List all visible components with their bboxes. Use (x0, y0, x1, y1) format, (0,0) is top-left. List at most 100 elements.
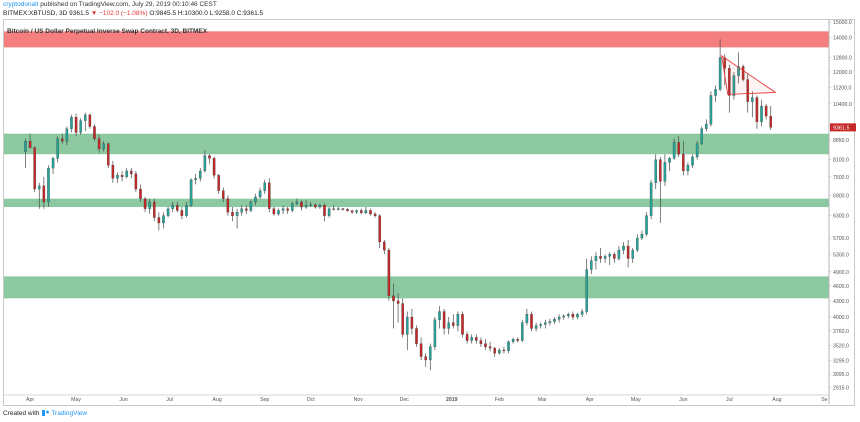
candle-down (130, 170, 133, 175)
candle-down (419, 343, 423, 357)
price-axis-label: 15000.0 (833, 20, 852, 26)
candle-up (295, 201, 299, 204)
candle-down (659, 159, 662, 182)
published-text: published on TradingView.com, July 29, 2… (40, 1, 217, 8)
candle-up (258, 190, 262, 198)
candle-down (217, 175, 220, 191)
candle-down (272, 208, 276, 215)
candle-down (373, 213, 377, 216)
candle-up (585, 269, 588, 312)
candle-down (139, 188, 142, 199)
price-axis-label: 3520.0 (833, 344, 849, 350)
price-axis-label: 7500.0 (833, 175, 849, 181)
candle-down (424, 356, 427, 361)
candle-up (309, 204, 312, 206)
candle-up (24, 141, 27, 152)
candle-up (51, 158, 55, 169)
candle-up (447, 322, 450, 329)
candle-up (79, 120, 82, 133)
candle-up (102, 143, 105, 150)
candle-up (304, 205, 308, 208)
candle-down (387, 249, 391, 296)
candle-up (617, 249, 621, 259)
time-axis-label: 2019 (446, 397, 458, 403)
candle-up (732, 75, 736, 96)
price-axis-label: 2915.0 (833, 386, 849, 392)
price-axis-label: 10400.0 (833, 102, 852, 108)
price-axis-label: 5700.0 (833, 236, 849, 242)
candle-up (125, 170, 128, 177)
candle-down (107, 143, 110, 166)
candle-down (728, 68, 731, 96)
support-zone (4, 198, 829, 208)
candle-up (291, 203, 294, 211)
candle-down (530, 314, 533, 329)
candle-down (350, 210, 354, 213)
tradingview-link[interactable]: TradingView (51, 410, 88, 417)
created-with-text: Created with (3, 410, 40, 417)
last-price-label: 9361.5 (833, 126, 850, 132)
candle-up (116, 175, 119, 179)
candle-up (576, 314, 579, 318)
candle-up (640, 234, 644, 239)
chart-title: Bitcoin / US Dollar Perpetual Inverse Sw… (7, 28, 208, 35)
time-axis-label: Se (821, 397, 827, 403)
candle-up (534, 325, 538, 329)
candle-up (695, 143, 699, 158)
candle-up (189, 179, 193, 206)
candle-up (240, 208, 243, 213)
candle-up (203, 155, 207, 172)
candle-down (479, 340, 483, 344)
candle-down (360, 210, 363, 214)
author-link[interactable]: cryptodonalt (3, 1, 39, 8)
candle-up (166, 208, 170, 216)
candle-up (498, 349, 501, 354)
candle-down (33, 147, 36, 190)
symbol-info: BITMEX:XBTUSD, 3D 9361.5 ▼ −102.0 (−1.08… (3, 10, 263, 18)
candle-up (709, 95, 713, 125)
candle-down (369, 210, 372, 215)
candle-up (760, 105, 763, 122)
price-axis-label: 4600.0 (833, 284, 849, 290)
candle-up (199, 170, 202, 179)
candle-up (751, 97, 754, 102)
candle-down (120, 175, 124, 177)
candle-down (746, 79, 749, 102)
candle-down (461, 314, 464, 335)
candle-down (323, 205, 326, 216)
candle-up (603, 256, 607, 259)
candle-up (277, 210, 280, 215)
time-axis-label: Aug (213, 397, 222, 403)
candle-up (406, 316, 409, 335)
candle-down (677, 142, 680, 155)
candle-up (162, 215, 165, 224)
support-zone (4, 133, 829, 155)
candle-down (212, 158, 216, 176)
candle-up (567, 314, 570, 317)
time-axis-label: Dec (400, 397, 410, 403)
candle-up (590, 260, 593, 270)
down-arrow-icon: ▼ (90, 10, 98, 17)
triangle-pattern (721, 54, 777, 95)
candle-up (281, 208, 285, 211)
candle-up (562, 315, 565, 318)
candle-up (539, 324, 542, 326)
candle-down (475, 337, 478, 341)
price-axis-label: 3295.0 (833, 358, 849, 364)
candle-down (769, 115, 772, 128)
candle-up (65, 128, 69, 142)
candle-up (249, 201, 253, 211)
candle-down (755, 97, 759, 122)
candle-up (580, 311, 584, 315)
candle-up (456, 314, 460, 326)
time-axis-label: May (71, 397, 81, 403)
candle-down (488, 346, 492, 349)
time-axis-label: May (631, 397, 641, 403)
candle-down (268, 182, 271, 209)
candle-up (507, 341, 510, 351)
tradingview-logo-icon (42, 410, 50, 416)
candle-up (148, 201, 151, 209)
candle-down (143, 198, 147, 209)
time-axis-label: Oct (307, 397, 316, 403)
